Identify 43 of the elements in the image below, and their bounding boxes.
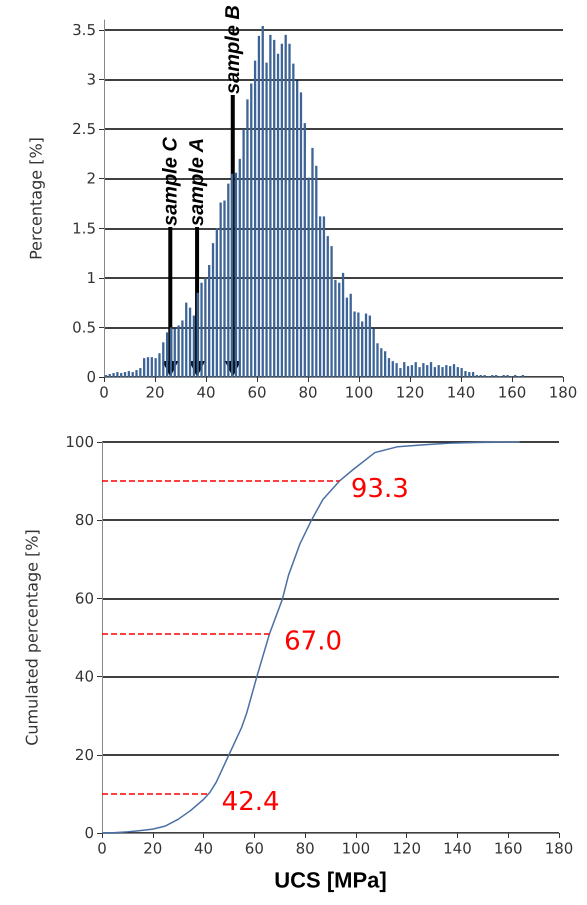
ref-line-label: sample A [186, 138, 208, 226]
y-tick-label: 0 [86, 368, 96, 386]
x-tick-label: 80 [296, 840, 315, 858]
annotation: 93.3 [350, 474, 409, 504]
x-tick-label: 160 [494, 840, 523, 858]
annotation: 42.4 [222, 786, 280, 817]
y-tick-label: 1.5 [72, 219, 96, 238]
ref-line-label: sample C [159, 136, 182, 226]
x-tick-label: 20 [145, 384, 165, 402]
y-tick-label: 20 [74, 746, 94, 764]
y-tick-label: 2 [86, 170, 96, 188]
y-tick-label: 80 [74, 511, 94, 530]
y-tick-label: 60 [74, 589, 94, 608]
x-tick-label: 40 [196, 384, 216, 402]
x-tick-label: 100 [342, 840, 370, 858]
y-tick-label: 0.5 [72, 318, 96, 336]
x-tick-label: 80 [298, 384, 318, 402]
y-tick-label: 0 [84, 824, 94, 842]
x-tick-label: 100 [344, 384, 374, 402]
x-tick-label: 0 [97, 840, 107, 858]
y-tick-label: 3 [86, 70, 96, 88]
x-tick-label: 140 [443, 840, 472, 858]
annotation: 67.0 [284, 626, 342, 657]
y-axis-title: Cumulated percentage [%] [22, 529, 42, 746]
x-tick-label: 120 [396, 384, 424, 402]
x-tick-label: 180 [544, 840, 574, 858]
x-tick-label: 60 [244, 840, 264, 858]
y-axis-title: Percentage [%] [26, 137, 46, 260]
y-tick-label: 3.5 [72, 20, 96, 39]
x-tick-label: 60 [247, 384, 267, 402]
x-tick-label: 40 [194, 840, 214, 858]
x-tick-label: 20 [143, 840, 162, 858]
x-tick-label: 180 [548, 384, 578, 402]
x-tick-label: 120 [392, 840, 421, 858]
x-axis-title: UCS [MPa] [274, 868, 387, 892]
y-tick-label: 40 [74, 668, 94, 686]
x-tick-label: 0 [99, 384, 109, 402]
y-tick-label: 1 [86, 268, 96, 287]
x-tick-label: 160 [498, 384, 526, 402]
x-tick-label: 140 [446, 384, 476, 402]
y-tick-label: 100 [65, 433, 94, 451]
y-tick-label: 2.5 [72, 120, 96, 138]
ref-line-label: sample B [222, 5, 244, 94]
